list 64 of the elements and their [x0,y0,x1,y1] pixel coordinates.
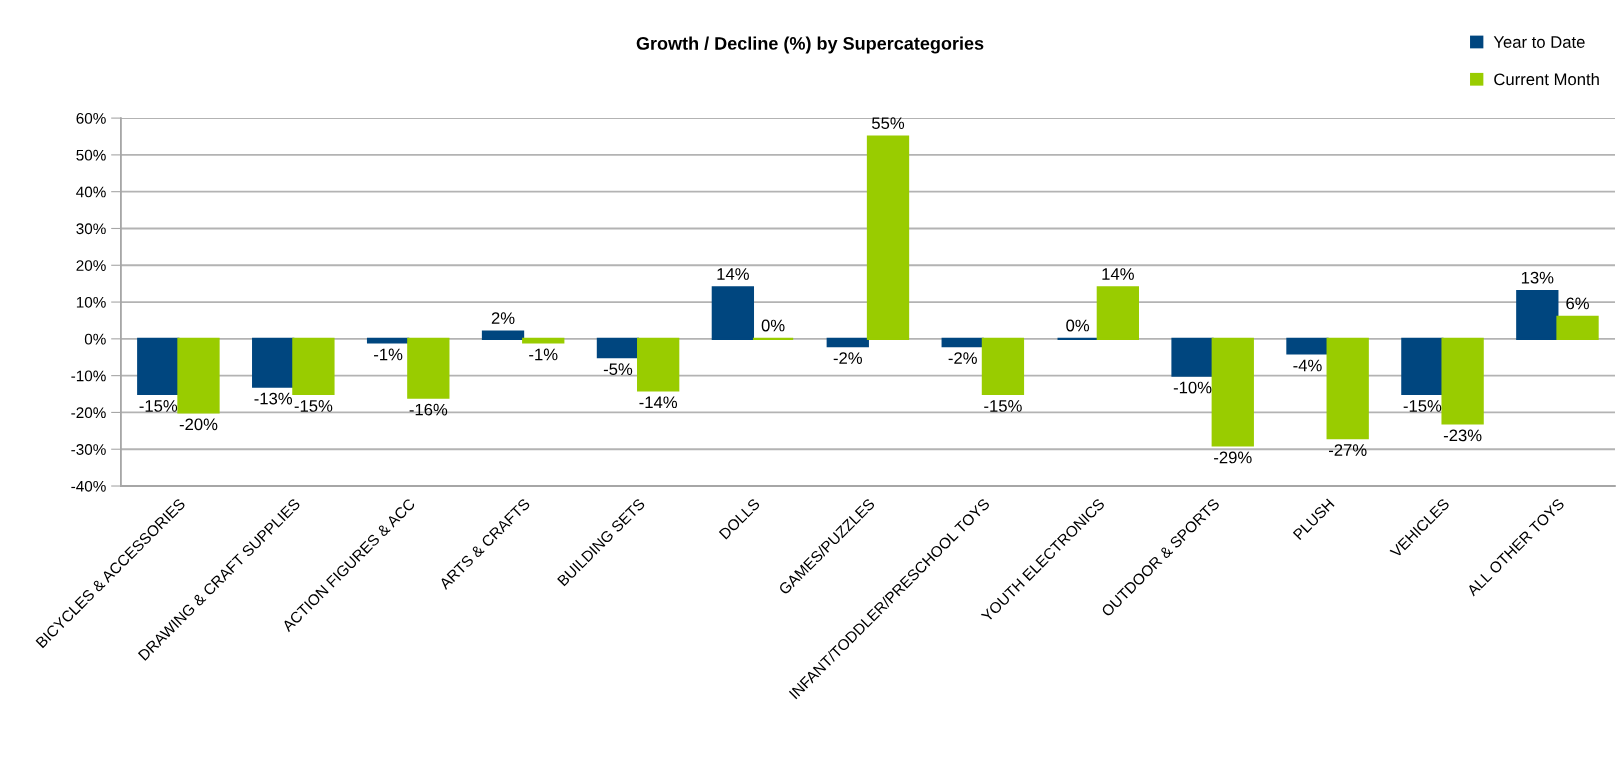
bar [711,286,755,340]
bar [866,135,910,340]
bar [407,337,450,399]
bar [137,337,180,396]
bar [981,337,1025,396]
data-label: -15% [984,400,1022,412]
bar [1326,337,1369,440]
bar [177,337,220,414]
data-label: -20% [179,418,218,431]
bar [481,330,525,340]
y-tick-label: 30% [76,223,106,235]
bar [1286,337,1329,355]
bar [292,337,335,396]
bar [596,337,640,359]
y-tick-label: -20% [71,407,106,419]
data-label: 6% [1566,297,1589,310]
legend-label: Current Month [1494,72,1599,86]
data-label: -29% [1214,451,1252,464]
bar [1516,289,1559,340]
data-label: -27% [1328,444,1367,456]
data-label: -15% [139,400,178,412]
data-label: 0% [761,319,785,332]
bar [1441,337,1484,425]
y-tick-label: 50% [76,149,106,161]
bar [252,337,295,388]
data-label: -15% [1403,400,1442,412]
bar [637,337,680,392]
bar [1556,315,1599,340]
data-label: -2% [833,352,863,364]
bar [1211,337,1254,447]
bar [522,337,565,344]
y-tick-label: 60% [76,112,106,124]
chart-title: Growth / Decline (%) by Supercategories [636,36,984,54]
y-tick-label: 0% [84,333,106,345]
y-tick-label: 40% [76,186,106,198]
data-label: -1% [374,348,403,361]
data-label: 55% [872,117,905,130]
bar [941,337,984,348]
data-label: -15% [294,400,333,412]
y-tick-label: 20% [76,260,106,271]
data-label: -23% [1443,429,1482,442]
data-label: 13% [1521,271,1554,284]
data-label: -1% [529,348,558,361]
data-label: -10% [1173,381,1212,394]
data-label: -14% [639,396,678,409]
data-label: 0% [1066,319,1090,332]
bar [1171,337,1214,377]
y-tick-label: -10% [71,370,106,382]
data-label: 14% [717,268,749,280]
y-tick-label: -30% [71,444,106,455]
bar [826,337,869,348]
data-label: -5% [603,363,633,376]
y-tick-label: 10% [76,296,106,308]
data-label: 2% [491,312,515,324]
data-label: -16% [409,403,448,416]
y-tick-label: -40% [71,480,106,492]
data-label: -4% [1293,359,1322,372]
bar [1401,337,1444,396]
data-label: 14% [1102,268,1134,280]
data-label: -2% [948,352,977,364]
legend-label: Year to Date [1493,36,1585,48]
bar [366,337,410,344]
data-label: -13% [254,392,293,405]
bar [1096,286,1139,340]
